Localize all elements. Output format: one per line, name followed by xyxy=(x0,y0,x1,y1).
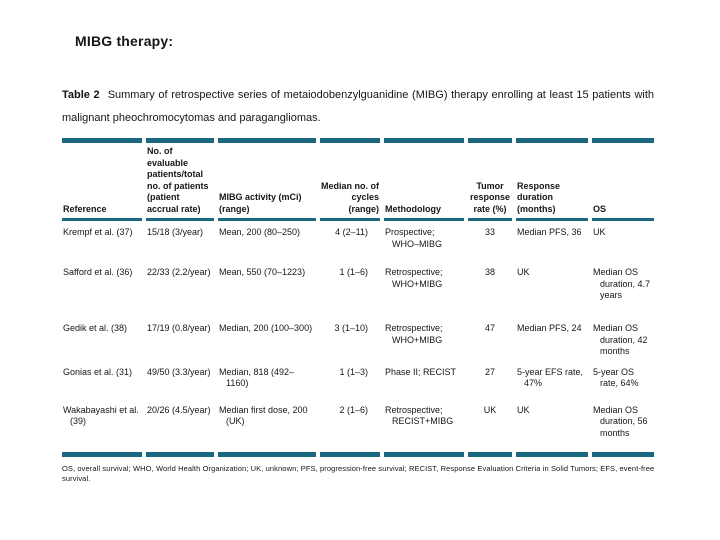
cell-cycles: 1 (1–3) xyxy=(339,366,368,377)
cell-mibg-activity: Mean, 550 (70–1223) xyxy=(219,267,306,277)
cell-mibg-activity: Median, 818 (492–1160) xyxy=(219,366,295,389)
cell-methodology: Phase II; RECIST xyxy=(385,366,457,377)
cell-patients: 22/33 (2.2/year) xyxy=(147,267,211,277)
cell-response-rate: UK xyxy=(468,399,512,457)
cell-cycles: 4 (2–11) xyxy=(335,227,368,237)
cell-reference: Safford et al. (36) xyxy=(63,267,133,277)
summary-table: Reference No. of evaluable patients/tota… xyxy=(58,138,658,457)
cell-reference: Gonias et al. (31) xyxy=(63,366,133,377)
cell-response-rate: 33 xyxy=(484,227,495,237)
cell-response-duration: UK xyxy=(516,399,588,457)
cell-methodology: Retrospective; WHO+MIBG xyxy=(385,267,443,289)
col-header-mibg-activity: MIBG activity (mCi) (range) xyxy=(218,138,316,221)
table-row: Wakabayashi et al. (39) 20/26 (4.5/year)… xyxy=(62,399,654,457)
col-header-response-duration: Response duration (months) xyxy=(516,138,588,221)
table-row: Gonias et al. (31) 49/50 (3.3/year) Medi… xyxy=(62,361,654,399)
cell-os: Median OS duration, 4.7 years xyxy=(593,267,651,300)
cell-os: Median OS duration, 42 months xyxy=(593,323,648,356)
cell-response-duration: 5-year EFS rate, 47% xyxy=(517,366,584,389)
cell-mibg-activity: Median, 200 (100–300) xyxy=(219,323,313,333)
col-header-os: OS xyxy=(592,138,654,221)
cell-patients: 49/50 (3.3/year) xyxy=(147,366,211,377)
col-header-methodology: Methodology xyxy=(384,138,464,221)
cell-mibg-activity: Median first dose, 200 (UK) xyxy=(218,399,316,457)
cell-response-rate: 27 xyxy=(484,366,495,377)
table-row: Safford et al. (36) 22/33 (2.2/year) Mea… xyxy=(62,261,654,317)
summary-table-wrapper: Reference No. of evaluable patients/tota… xyxy=(58,138,662,457)
table-caption-label: Table 2 xyxy=(62,89,100,101)
cell-mibg-activity: Mean, 200 (80–250) xyxy=(219,227,301,237)
col-header-reference: Reference xyxy=(62,138,142,221)
page-title: MIBG therapy: xyxy=(75,33,174,49)
cell-methodology: Retrospective; RECIST+MIBG xyxy=(384,399,464,457)
table-row: Krempf et al. (37) 15/18 (3/year) Mean, … xyxy=(62,221,654,261)
cell-os: Median OS duration, 56 months xyxy=(592,399,654,457)
cell-patients: 20/26 (4.5/year) xyxy=(146,399,214,457)
cell-os: UK xyxy=(593,227,606,237)
col-header-response-rate: Tumor response rate (%) xyxy=(468,138,512,221)
cell-response-rate: 38 xyxy=(484,267,495,277)
header-row: Reference No. of evaluable patients/tota… xyxy=(62,138,654,221)
cell-patients: 17/19 (0.8/year) xyxy=(147,323,211,333)
table-caption-text: Summary of retrospective series of metai… xyxy=(62,89,655,124)
cell-methodology: Prospective; WHO–MIBG xyxy=(385,227,443,249)
table-footnote: OS, overall survival; WHO, World Health … xyxy=(62,464,655,483)
cell-response-rate: 47 xyxy=(484,323,495,333)
cell-os: 5-year OS rate, 64% xyxy=(593,366,639,389)
cell-response-duration: UK xyxy=(517,267,530,277)
cell-response-duration: Median PFS, 36 xyxy=(517,227,582,237)
cell-response-duration: Median PFS, 24 xyxy=(517,323,582,333)
col-header-cycles: Median no. of cycles (range) xyxy=(320,138,380,221)
col-header-patients: No. of evaluable patients/total no. of p… xyxy=(146,138,214,221)
cell-cycles: 2 (1–6) xyxy=(320,399,380,457)
cell-cycles: 3 (1–10) xyxy=(334,323,368,333)
cell-reference: Krempf et al. (37) xyxy=(63,227,133,237)
table-caption: Table 2 Summary of retrospective series o… xyxy=(62,84,654,130)
cell-methodology: Retrospective; WHO+MIBG xyxy=(385,323,443,345)
cell-patients: 15/18 (3/year) xyxy=(147,227,204,237)
cell-cycles: 1 (1–6) xyxy=(339,267,368,277)
cell-reference: Gedik et al. (38) xyxy=(63,323,128,333)
cell-reference: Wakabayashi et al. (39) xyxy=(62,399,142,457)
table-row: Gedik et al. (38) 17/19 (0.8/year) Media… xyxy=(62,317,654,361)
